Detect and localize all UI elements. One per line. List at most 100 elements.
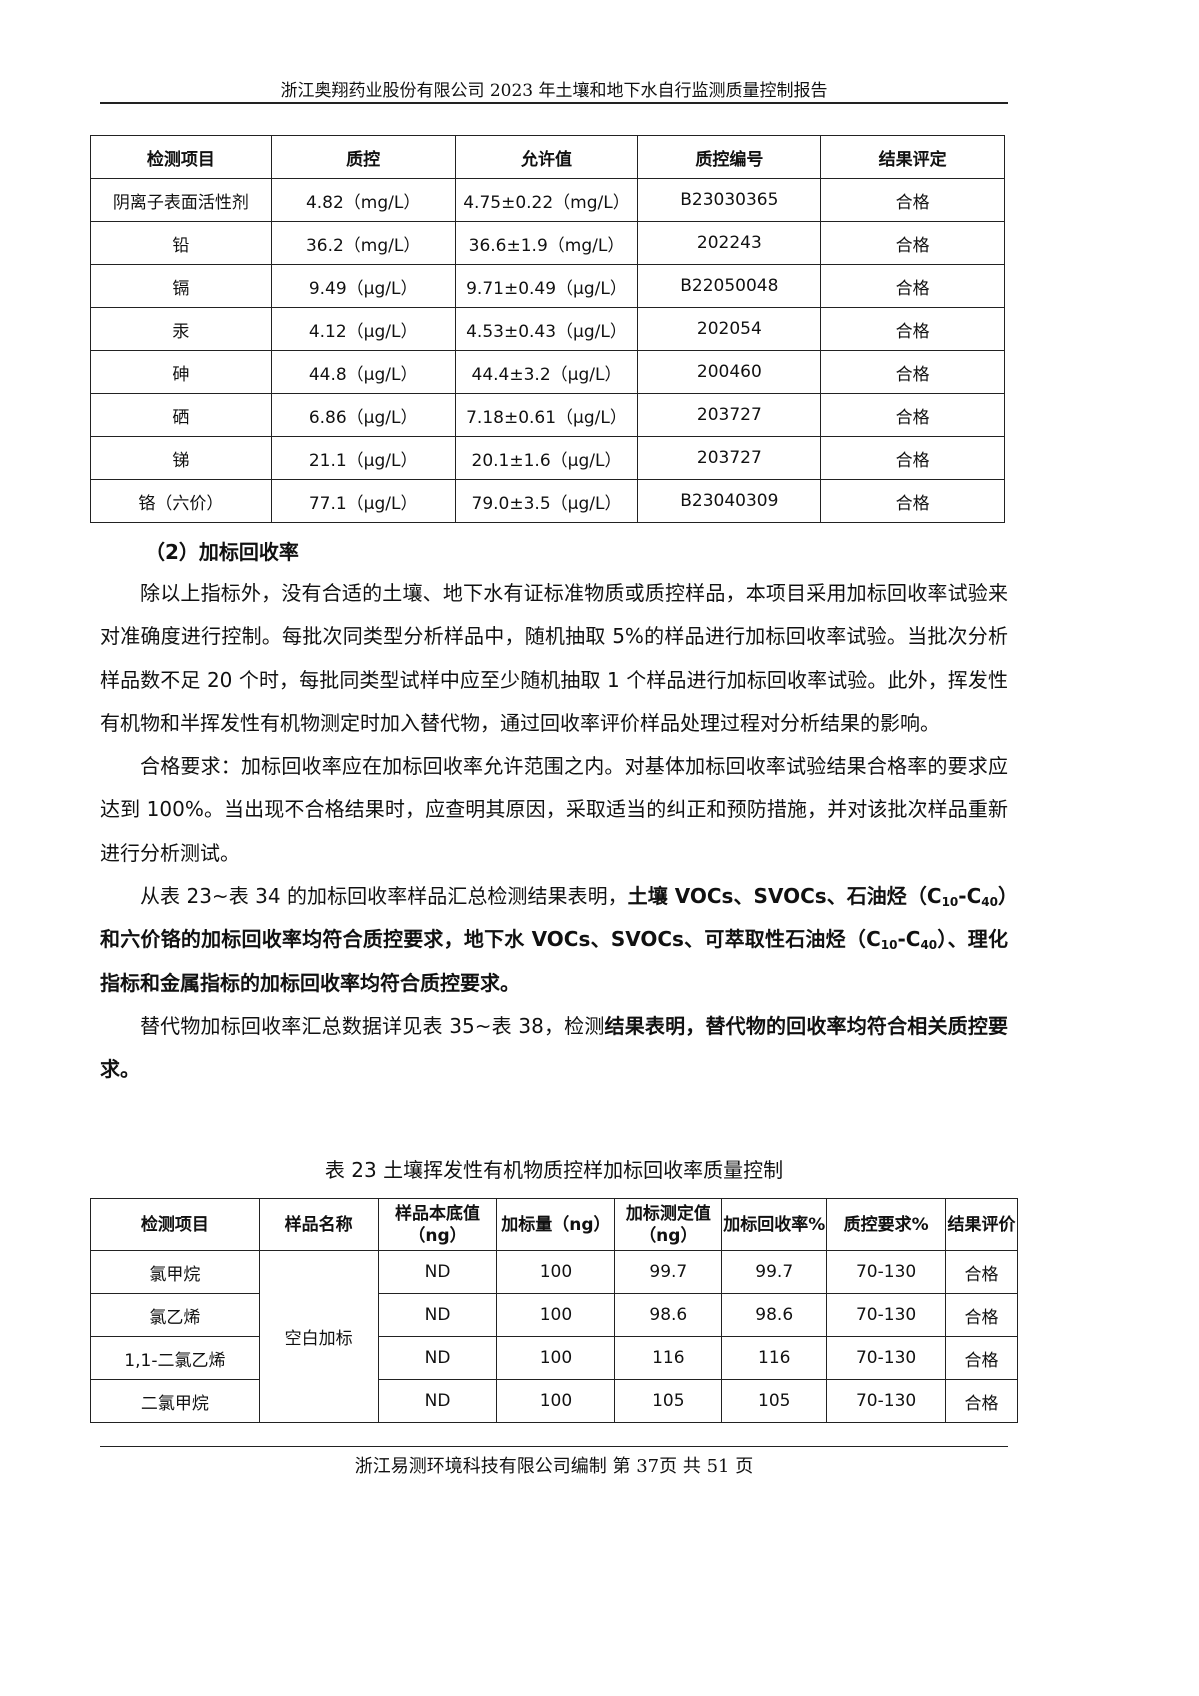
table-cell: ND [377,1250,498,1294]
table-cell: 硒 [90,393,272,437]
table-cell: 200460 [637,350,822,394]
table-cell: 合格 [820,264,1005,308]
table-cell: 锑 [90,436,272,480]
table-cell: 203727 [637,393,822,437]
table-row: 氯甲烷 空白加标 ND 100 99.7 99.7 70-130 合格 [90,1250,1018,1423]
text-run: 结果表明，替代物的回收率均符合相关质控要求。 [100,1013,1008,1082]
table-cell: 202243 [637,221,822,265]
table-cell: 20.1±1.6（μg/L） [454,436,639,480]
column-header: 质控编号 [637,135,822,179]
table-cell: 70-130 [826,1336,947,1380]
table-cell: 4.12（μg/L） [270,307,456,351]
table-cell: ND [377,1379,498,1423]
text-run: 土壤 VOCs、SVOCs、石油烃（C [627,884,942,909]
table-row: 阴离子表面活性剂 4.82（mg/L） 4.75±0.22（mg/L） B230303… [90,178,1005,222]
table-cell: 44.8（μg/L） [270,350,456,394]
section-heading: （2）加标回收率 [145,540,299,564]
table-cell: 合格 [820,436,1005,480]
column-header: 加标测定值（ng） [614,1198,723,1251]
table-cell: 21.1（μg/L） [270,436,456,480]
table-cell: 砷 [90,350,272,394]
table-cell: 阴离子表面活性剂 [90,178,272,222]
table-cell: 7.18±0.61（μg/L） [454,393,639,437]
text-run: ）和六价铬的加标回收率均符合质控要求，地下水 VOCs、SVOCs、可萃取性石油… [100,884,1009,952]
table-cell: 合格 [820,221,1005,265]
table-cell: 79.0±3.5（μg/L） [454,479,639,523]
table-cell: B23040309 [637,479,822,523]
column-header: 加标量（ng） [496,1198,616,1251]
text-run: -C [958,884,982,909]
table-row: 铬（六价） 77.1（μg/L） 79.0±3.5（μg/L） B23040309 合格 [90,479,1005,523]
footer-divider [100,1446,1008,1447]
table-caption: 表 23 土壤挥发性有机物质控样加标回收率质量控制 [324,1158,784,1182]
sample-name-cell: 空白加标 [258,1250,379,1423]
table-cell: 105 [721,1379,828,1423]
column-header: 检测项目 [90,1198,260,1251]
table-cell: 9.49（μg/L） [270,264,456,308]
column-header: 结果评价 [945,1198,1018,1251]
text-run: 除以上指标外，没有合适的土壤、地下水有证标准物质或质控样品，本项目采用加标回收率… [100,581,1008,735]
column-header: 质控 [270,135,456,179]
paragraph: 除以上指标外，没有合适的土壤、地下水有证标准物质或质控样品，本项目采用加标回收率… [100,572,1008,745]
table-cell: ND [377,1293,498,1337]
table-row: 汞 4.12（μg/L） 4.53±0.43（μg/L） 202054 合格 [90,307,1005,351]
table-cell: 合格 [945,1336,1018,1380]
quality-control-table: 检测项目 质控 允许值 质控编号 结果评定 阴离子表面活性剂 4.82（mg/L） 4.75… [90,135,1005,523]
table-cell: 116 [614,1336,723,1380]
table-cell: 36.2（mg/L） [270,221,456,265]
text-run: 40 [920,938,938,953]
column-header: 加标回收率% [721,1198,828,1251]
table-cell: 100 [496,1379,616,1423]
table-cell: 铬（六价） [90,479,272,523]
table-cell: 镉 [90,264,272,308]
body-text: 除以上指标外，没有合适的土壤、地下水有证标准物质或质控样品，本项目采用加标回收率… [100,572,1008,1092]
table-row: 锑 21.1（μg/L） 20.1±1.6（μg/L） 203727 合格 [90,436,1005,480]
text-run: 合格要求：加标回收率应在加标回收率允许范围之内。对基体加标回收率试验结果合格率的… [100,754,1008,865]
column-header: 质控要求% [826,1198,947,1251]
column-header: 允许值 [454,135,639,179]
table-cell: 77.1（μg/L） [270,479,456,523]
header-divider [100,102,1008,104]
column-header: 检测项目 [90,135,272,179]
table-cell: 4.53±0.43（μg/L） [454,307,639,351]
table-cell: 105 [614,1379,723,1423]
column-header: 样品本底值（ng） [377,1198,498,1251]
table-cell: 98.6 [614,1293,723,1337]
table-cell: 合格 [945,1293,1018,1337]
text-run: 替代物加标回收率汇总数据详见表 35~表 38，检测 [140,1013,605,1038]
paragraph: 替代物加标回收率汇总数据详见表 35~表 38，检测结果表明，替代物的回收率均符… [100,1005,1008,1092]
table-cell: ND [377,1336,498,1380]
table-cell: 合格 [820,350,1005,394]
table-cell: 二氯甲烷 [90,1379,260,1423]
table-cell: 202054 [637,307,822,351]
table-cell: 100 [496,1293,616,1337]
table-row: 氯乙烯 ND 100 98.6 98.6 70-130 合格 [90,1293,1018,1337]
table-cell: 70-130 [826,1293,947,1337]
table-cell: 70-130 [826,1379,947,1423]
table-cell: 合格 [945,1379,1018,1423]
paragraph: 从表 23~表 34 的加标回收率样品汇总检测结果表明，土壤 VOCs、SVOC… [100,875,1008,1005]
table-cell: 98.6 [721,1293,828,1337]
text-run: 10 [941,895,959,910]
text-run: 10 [880,938,898,953]
table-cell: 汞 [90,307,272,351]
table-cell: 氯乙烯 [90,1293,260,1337]
table-cell: 合格 [820,479,1005,523]
table-row: 硒 6.86（μg/L） 7.18±0.61（μg/L） 203727 合格 [90,393,1005,437]
spike-recovery-table: 检测项目 样品名称 样品本底值（ng） 加标量（ng） 加标测定值（ng） 加标回收率% 质… [90,1198,1018,1423]
table-cell: 合格 [820,178,1005,222]
table-row: 铅 36.2（mg/L） 36.6±1.9（mg/L） 202243 合格 [90,221,1005,265]
text-run: ）、理化指标和金属指标的加标回收率均符合质控要求。 [100,927,1008,995]
table-cell: 合格 [945,1250,1018,1294]
table-cell: 100 [496,1336,616,1380]
table-cell: 铅 [90,221,272,265]
table-cell: 99.7 [614,1250,723,1294]
text-run: 从表 23~表 34 的加标回收率样品汇总检测结果表明， [140,884,628,909]
table-cell: 100 [496,1250,616,1294]
table-cell: B22050048 [637,264,822,308]
table-row: 二氯甲烷 ND 100 105 105 70-130 合格 [90,1379,1018,1423]
column-header: 结果评定 [820,135,1005,179]
table-row: 1,1-二氯乙烯 ND 100 116 116 70-130 合格 [90,1336,1018,1380]
page-header: 浙江奥翔药业股份有限公司 2023 年土壤和地下水自行监测质量控制报告 [280,81,828,101]
page-footer: 浙江易测环境科技有限公司编制 第 37页 共 51 页 [354,1456,754,1477]
